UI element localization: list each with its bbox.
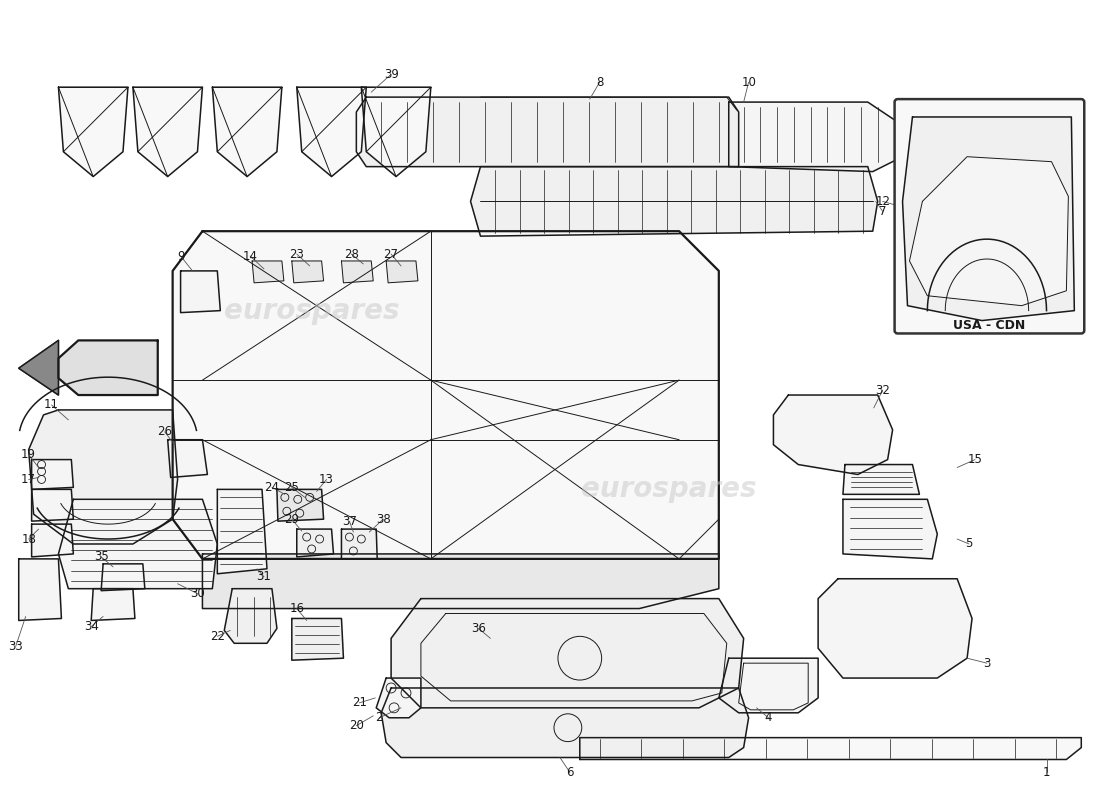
Polygon shape [101,564,145,590]
Text: 10: 10 [741,76,756,89]
Text: 32: 32 [876,383,890,397]
Polygon shape [180,271,220,313]
Text: 35: 35 [94,550,109,563]
Text: 39: 39 [384,68,398,81]
Text: 22: 22 [210,630,224,643]
Text: 33: 33 [9,640,23,653]
Polygon shape [818,578,972,678]
Polygon shape [58,341,157,395]
Text: 28: 28 [344,247,359,261]
Text: 23: 23 [289,247,305,261]
Polygon shape [773,395,892,474]
Polygon shape [728,102,902,171]
Polygon shape [19,341,58,395]
Polygon shape [341,261,373,283]
Text: 24: 24 [264,481,279,494]
Polygon shape [19,341,58,395]
Polygon shape [580,738,1081,759]
Text: 11: 11 [44,398,59,411]
Text: 38: 38 [376,513,390,526]
Text: 30: 30 [190,587,205,600]
Polygon shape [32,459,74,490]
Polygon shape [32,524,74,557]
Text: 36: 36 [471,622,486,635]
Polygon shape [471,166,878,236]
FancyBboxPatch shape [894,99,1085,334]
Polygon shape [910,157,1068,306]
Text: 9: 9 [177,250,185,262]
Text: 37: 37 [342,514,356,528]
Text: 25: 25 [285,481,299,494]
Text: 8: 8 [596,76,603,89]
Polygon shape [252,261,284,283]
Polygon shape [32,490,74,521]
Text: 27: 27 [384,247,398,261]
Text: 5: 5 [966,538,972,550]
Polygon shape [361,87,431,177]
Text: 21: 21 [352,696,366,710]
Polygon shape [212,87,282,177]
Polygon shape [277,490,323,521]
Text: 18: 18 [21,533,36,546]
Polygon shape [392,598,744,708]
Text: 7: 7 [879,205,887,218]
Polygon shape [173,231,718,559]
Text: 13: 13 [319,473,334,486]
Text: 12: 12 [876,195,890,208]
Text: 6: 6 [566,766,573,779]
Polygon shape [718,658,818,713]
Text: 3: 3 [983,657,991,670]
Text: 16: 16 [289,602,305,615]
Text: 2: 2 [375,711,383,724]
Polygon shape [843,465,920,494]
Text: 26: 26 [157,426,173,438]
Text: 34: 34 [84,620,99,633]
Polygon shape [843,499,937,559]
Text: 4: 4 [764,711,772,724]
Polygon shape [224,589,277,643]
Text: 31: 31 [256,570,272,583]
Text: 14: 14 [243,250,257,262]
Polygon shape [341,529,377,559]
Text: 29: 29 [284,513,299,526]
Polygon shape [382,688,749,758]
Text: eurospares: eurospares [224,297,399,325]
Polygon shape [58,87,128,177]
Polygon shape [202,554,718,609]
Polygon shape [292,261,323,283]
Polygon shape [29,410,177,544]
Polygon shape [91,589,135,621]
Polygon shape [133,87,202,177]
Text: 1: 1 [1043,766,1050,779]
Polygon shape [167,440,208,478]
Polygon shape [218,490,267,574]
Polygon shape [58,499,218,589]
Polygon shape [292,618,343,660]
Text: 15: 15 [968,453,982,466]
Text: 20: 20 [349,719,364,732]
Polygon shape [356,97,739,166]
Polygon shape [386,261,418,283]
Polygon shape [297,87,366,177]
Polygon shape [19,559,62,621]
Text: eurospares: eurospares [582,475,757,503]
Polygon shape [902,117,1075,321]
Polygon shape [297,529,333,557]
Text: 19: 19 [21,448,36,461]
Text: 17: 17 [21,473,36,486]
Polygon shape [376,678,421,718]
Text: USA - CDN: USA - CDN [953,319,1025,332]
